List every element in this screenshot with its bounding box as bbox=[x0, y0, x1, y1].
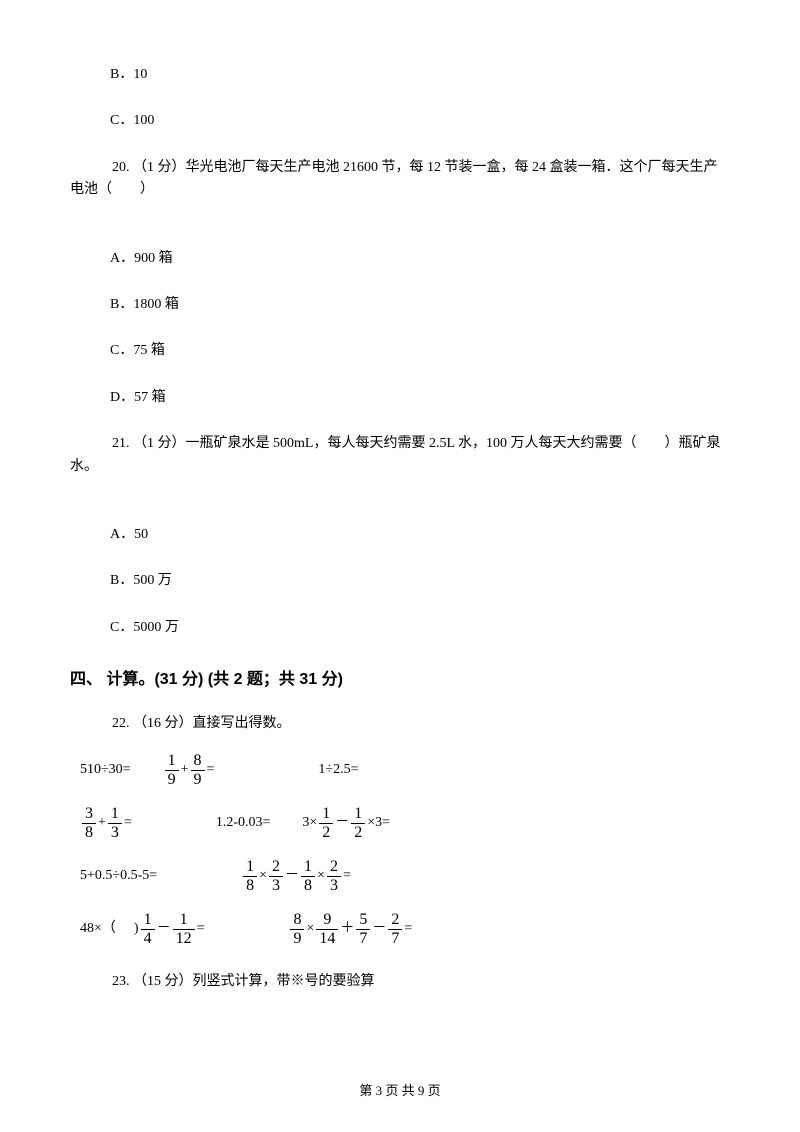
calc-1-div-25: 1÷2.5= bbox=[318, 759, 358, 781]
calc-19-plus-89: 19 + 89 = bbox=[163, 753, 215, 788]
fraction-icon: 89 bbox=[290, 912, 304, 947]
question-21: 21. （1 分）一瓶矿泉水是 500mL，每人每天约需要 2.5L 水，100… bbox=[70, 433, 730, 478]
calc-5-plus-05: 5+0.5÷0.5-5= bbox=[80, 865, 157, 887]
fraction-icon: 27 bbox=[388, 912, 402, 947]
calc-48x-paren: 48×（ ) 14 － 112 = bbox=[80, 912, 204, 947]
q20-choice-b: B．1800 箱 bbox=[70, 294, 730, 316]
calc-510-div-30: 510÷30= bbox=[80, 759, 131, 781]
q20-choice-a: A．900 箱 bbox=[70, 248, 730, 270]
calc-38-plus-13: 38 + 13 = bbox=[80, 806, 132, 841]
fraction-icon: 38 bbox=[82, 806, 96, 841]
fraction-icon: 12 bbox=[351, 806, 365, 841]
question-20: 20. （1 分）华光电池厂每天生产电池 21600 节，每 12 节装一盒，每… bbox=[70, 157, 730, 202]
calc-row-2: 38 + 13 = 1.2-0.03= 3× 12 － 12 ×3= bbox=[70, 806, 730, 841]
fraction-icon: 18 bbox=[301, 859, 315, 894]
calc-89x914-plus: 89 × 914 ＋ 57 － 27 = bbox=[288, 912, 412, 947]
section-4-title: 四、 计算。(31 分) (共 2 题；共 31 分) bbox=[70, 667, 730, 693]
question-21-text: 21. （1 分）一瓶矿泉水是 500mL，每人每天约需要 2.5L 水，100… bbox=[70, 433, 730, 478]
calc-12-minus-003: 1.2-0.03= bbox=[216, 812, 271, 834]
fraction-icon: 23 bbox=[269, 859, 283, 894]
q21-choice-c: C．5000 万 bbox=[70, 617, 730, 639]
choice-c-100: C．100 bbox=[70, 110, 730, 132]
q21-choice-a: A．50 bbox=[70, 524, 730, 546]
q20-choice-c: C．75 箱 bbox=[70, 340, 730, 362]
calc-row-3: 5+0.5÷0.5-5= 18 × 23 － 18 × 23 = bbox=[70, 859, 730, 894]
calc-row-1: 510÷30= 19 + 89 = 1÷2.5= bbox=[70, 753, 730, 788]
fraction-icon: 57 bbox=[356, 912, 370, 947]
fraction-icon: 12 bbox=[319, 806, 333, 841]
q21-choice-b: B．500 万 bbox=[70, 570, 730, 592]
choice-b-10: B．10 bbox=[70, 64, 730, 86]
calc-row-4: 48×（ ) 14 － 112 = 89 × 914 ＋ 57 － 27 = bbox=[70, 912, 730, 947]
fraction-icon: 914 bbox=[316, 912, 338, 947]
fraction-icon: 13 bbox=[108, 806, 122, 841]
fraction-icon: 14 bbox=[141, 912, 155, 947]
question-23: 23. （15 分）列竖式计算，带※号的要验算 bbox=[70, 971, 730, 993]
fraction-icon: 18 bbox=[243, 859, 257, 894]
fraction-icon: 89 bbox=[191, 753, 205, 788]
question-20-text: 20. （1 分）华光电池厂每天生产电池 21600 节，每 12 节装一盒，每… bbox=[70, 157, 730, 202]
fraction-icon: 19 bbox=[165, 753, 179, 788]
q20-choice-d: D．57 箱 bbox=[70, 387, 730, 409]
calc-3x12-minus-12x3: 3× 12 － 12 ×3= bbox=[302, 806, 390, 841]
page-footer: 第 3 页 共 9 页 bbox=[0, 1081, 800, 1102]
question-22: 22. （16 分）直接写出得数。 bbox=[70, 713, 730, 735]
fraction-icon: 112 bbox=[173, 912, 195, 947]
fraction-icon: 23 bbox=[327, 859, 341, 894]
calc-18x23-minus-18x23: 18 × 23 － 18 × 23 = bbox=[241, 859, 351, 894]
